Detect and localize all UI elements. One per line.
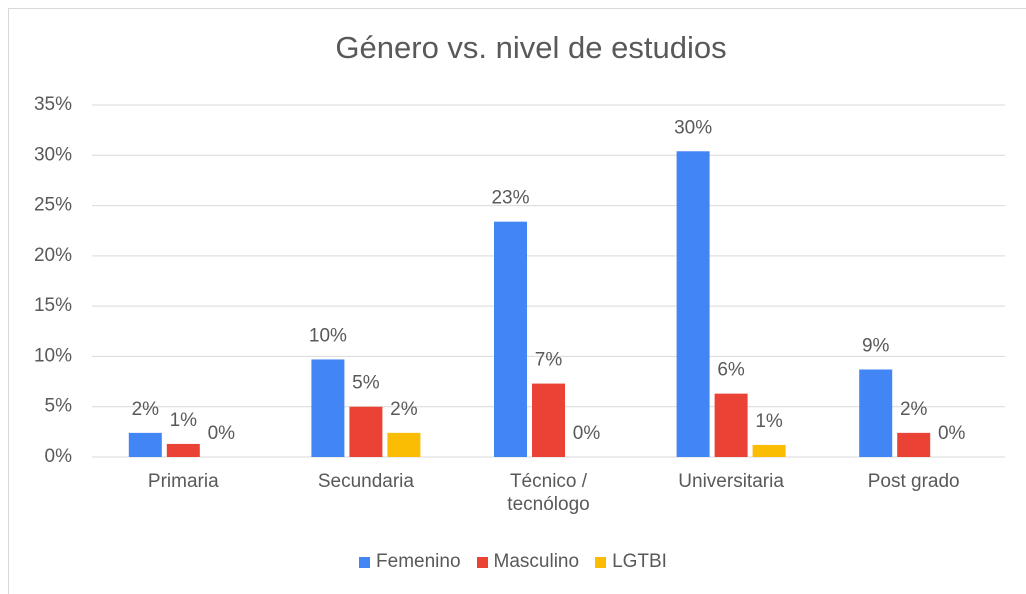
legend-item: LGTBI (595, 551, 667, 573)
x-tick-label: Post grado (867, 471, 960, 492)
x-tick-label: Universitaria (678, 471, 784, 492)
data-label: 0% (573, 423, 601, 444)
bar (532, 383, 565, 457)
bar (897, 432, 931, 457)
data-label: 9% (862, 336, 890, 357)
legend-label: Femenino (376, 551, 461, 572)
data-label: 2% (900, 399, 928, 420)
bar (752, 444, 786, 457)
legend-item: Masculino (476, 551, 580, 573)
chart-frame (8, 8, 1026, 594)
y-tick-label: 0% (45, 446, 73, 467)
y-tick-label: 10% (34, 345, 72, 366)
legend-label: LGTBI (612, 551, 667, 572)
data-label: 10% (309, 325, 347, 346)
y-tick-label: 15% (34, 295, 72, 316)
chart-title: Género vs. nivel de estudios (335, 30, 726, 65)
data-label: 0% (938, 423, 966, 444)
y-tick-label: 35% (34, 94, 72, 115)
bar (349, 406, 383, 457)
bar (311, 359, 345, 457)
legend-swatch (359, 556, 371, 568)
data-label: 6% (717, 360, 745, 381)
legend-label: Masculino (493, 551, 580, 572)
y-tick-label: 25% (34, 195, 72, 216)
bar (714, 393, 748, 457)
data-label: 7% (535, 350, 563, 371)
bar (676, 151, 710, 457)
x-tick-label: Secundaria (317, 471, 414, 492)
data-label: 30% (674, 117, 712, 138)
legend-item: Femenino (359, 551, 461, 573)
data-label: 2% (132, 399, 160, 420)
bar (494, 221, 527, 457)
legend-swatch (595, 556, 607, 568)
bar (166, 443, 200, 457)
data-label: 0% (208, 423, 236, 444)
x-tick-label: Primaria (147, 471, 219, 492)
data-label: 2% (390, 399, 418, 420)
bar (387, 432, 421, 457)
bar (128, 432, 162, 457)
y-tick-label: 20% (34, 245, 72, 266)
data-label: 5% (352, 373, 380, 394)
data-label: 1% (170, 410, 198, 431)
bar (859, 369, 893, 457)
data-label: 1% (755, 411, 783, 432)
y-tick-label: 5% (45, 396, 73, 417)
data-label: 23% (491, 188, 529, 209)
x-tick-label: Técnico / tecnólogo (507, 471, 590, 515)
legend: Femenino Masculino LGTBI (0, 551, 1026, 573)
legend-swatch (476, 556, 488, 568)
y-tick-label: 30% (34, 144, 72, 165)
